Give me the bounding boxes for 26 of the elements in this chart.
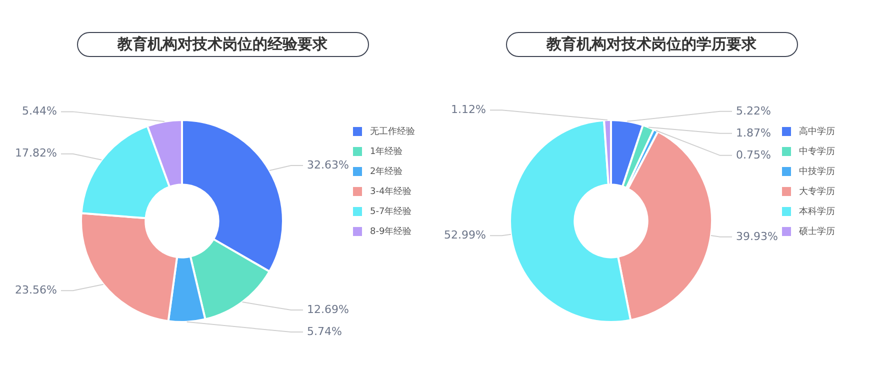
legend-label: 2年经验 <box>370 166 403 178</box>
legend-label: 3-4年经验 <box>370 186 412 198</box>
chart-title: 教育机构对技术岗位的经验要求 <box>76 32 368 57</box>
data-label: 23.56% <box>15 284 57 297</box>
data-label: 32.63% <box>307 158 349 172</box>
legend-label: 1年经验 <box>370 146 403 158</box>
data-label: 0.75% <box>736 148 771 162</box>
data-label: 39.93% <box>736 230 778 243</box>
data-label: 1.87% <box>736 126 771 140</box>
legend-label: 中专学历 <box>799 146 835 158</box>
chart-title: 教育机构对技术岗位的学历要求 <box>506 32 798 57</box>
legend-label: 5-7年经验 <box>370 206 412 218</box>
legend-label: 无工作经验 <box>370 126 415 138</box>
data-label: 5.74% <box>307 324 342 338</box>
legend-label: 8-9年经验 <box>370 226 412 238</box>
legend-label: 中技学历 <box>799 166 835 178</box>
data-label: 5.44% <box>22 104 57 118</box>
legend-label: 本科学历 <box>799 206 835 218</box>
data-label: 1.12% <box>451 102 486 116</box>
data-label: 17.82% <box>15 146 57 160</box>
data-label: 5.22% <box>736 104 771 118</box>
data-label: 52.99% <box>444 228 486 242</box>
legend-label: 高中学历 <box>799 126 835 138</box>
legend-label: 大专学历 <box>799 186 835 198</box>
legend-label: 硕士学历 <box>799 226 835 238</box>
data-label: 12.69% <box>307 302 349 316</box>
